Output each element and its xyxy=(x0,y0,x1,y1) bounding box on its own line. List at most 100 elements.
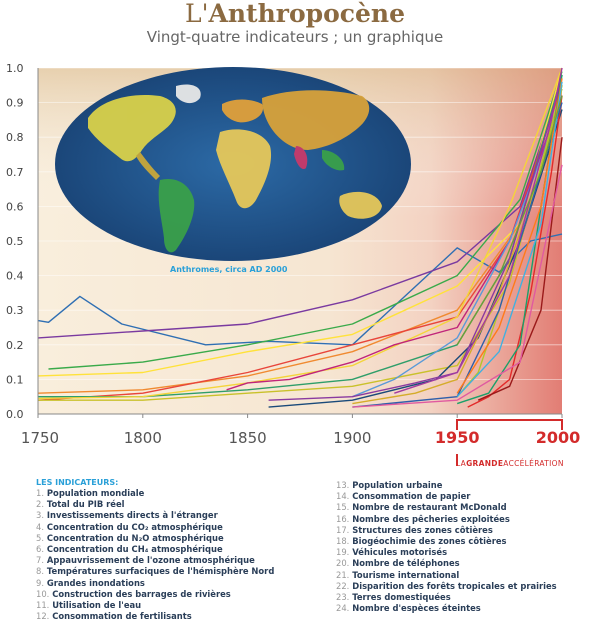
land-australia xyxy=(339,191,382,219)
series-line-21 xyxy=(456,81,563,398)
series-line-19 xyxy=(456,78,563,394)
legend-item-number: 13. xyxy=(336,480,350,490)
legend-item-number: 2. xyxy=(36,499,44,510)
legend-item-number: 9. xyxy=(36,577,44,588)
y-tick-label: 1.0 xyxy=(6,62,24,75)
page-subtitle: Vingt-quatre indicateurs ; un graphique xyxy=(146,28,444,46)
legend-item: 3. Investissements directs à l'étranger xyxy=(36,510,274,521)
legend-item-label: Disparition des forêts tropicales et pra… xyxy=(352,580,557,591)
legend-item: 14. Consommation de papier xyxy=(336,491,557,502)
legend-item-label: Nombre de téléphones xyxy=(352,558,460,569)
legend-column-right: 13. Population urbaine 14. Consommation d… xyxy=(336,480,557,614)
legend-item-number: 16. xyxy=(336,513,350,524)
land-se-asia xyxy=(322,150,345,171)
series-layer xyxy=(37,67,563,408)
legend-item-label: Tourisme international xyxy=(352,569,460,580)
series-line-8 xyxy=(37,67,563,400)
legend-item-label: Véhicules motorisés xyxy=(352,547,448,558)
legend-item: 8. Températures surfaciques de l'hémisph… xyxy=(36,566,274,577)
legend-item-number: 17. xyxy=(336,524,350,535)
legend-item-label: Total du PIB réel xyxy=(46,499,125,510)
legend-item: 15. Nombre de restaurant McDonald xyxy=(336,502,557,513)
land-central-america xyxy=(136,152,160,180)
land-greenland xyxy=(176,84,201,104)
legend-item-number: 15. xyxy=(336,502,350,513)
y-tick-label: 0.1 xyxy=(6,373,24,386)
legend-item: 19. Véhicules motorisés xyxy=(336,547,557,558)
y-tick-label: 0.7 xyxy=(6,166,24,179)
x-tick-label: 1750 xyxy=(21,429,59,447)
series-line-3 xyxy=(48,71,563,370)
legend-item-label: Population mondiale xyxy=(46,488,145,498)
x-tick-label: 1800 xyxy=(124,429,162,447)
y-tick-label: 0.4 xyxy=(6,270,24,283)
legend-item-number: 14. xyxy=(336,491,350,502)
series-line-12 xyxy=(352,102,563,398)
legend-item-label: Structures des zones côtières xyxy=(352,524,493,535)
legend-item-number: 22. xyxy=(336,580,350,591)
legend-item-label: Terres domestiquées xyxy=(352,592,451,603)
legend-item: 6. Concentration du CH₄ atmosphérique xyxy=(36,544,274,555)
series-line-15 xyxy=(467,95,563,408)
chart-svg: Anthromes, circa AD 2000 0.0 0.1 0.2 0.3 0.4… xyxy=(6,62,581,468)
land-asia xyxy=(262,90,370,150)
legend-item-number: 21. xyxy=(336,569,350,580)
legend-item: 9. Grandes inondations xyxy=(36,578,274,589)
legend-item: 7. Appauvrissement de l'ozone atmosphéri… xyxy=(36,555,274,566)
series-line-9 xyxy=(38,88,563,401)
legend-item: 1. Population mondiale xyxy=(36,488,274,499)
legend: LES INDICATEURS: 1. Population mondiale 2… xyxy=(36,478,576,621)
legend-item-label: Population urbaine xyxy=(352,480,443,490)
legend-item: 22. Disparition des forêts tropicales et… xyxy=(336,581,557,592)
bracket-path xyxy=(456,419,563,466)
legend-item-label: Consommation de fertilisants xyxy=(52,611,192,622)
legend-item-number: 20. xyxy=(336,558,350,569)
legend-item-number: 19. xyxy=(336,547,350,558)
legend-item: 16. Nombre des pêcheries exploitées xyxy=(336,514,557,525)
land-north-america xyxy=(88,94,176,162)
legend-item-number: 23. xyxy=(336,592,350,603)
x-axis: 1750 1800 1850 1900 1950 2000 xyxy=(21,413,581,447)
map-land xyxy=(88,84,382,253)
series-line-10 xyxy=(226,95,563,391)
y-tick-label: 0.3 xyxy=(6,304,24,317)
series-line-2 xyxy=(37,81,563,339)
great-acceleration-bracket: LAGRANDEACCÉLÉRATION xyxy=(456,419,563,468)
legend-item-label: Grandes inondations xyxy=(46,577,145,588)
legend-item-label: Investissements directs à l'étranger xyxy=(46,510,218,521)
land-india xyxy=(294,146,308,170)
land-africa xyxy=(216,129,272,209)
x-tick-label: 1950 xyxy=(435,428,480,447)
y-tick-label: 0.5 xyxy=(6,235,24,248)
legend-item: 13. Population urbaine xyxy=(336,480,557,491)
ga-label-part2: GRANDE xyxy=(466,459,503,468)
series-line-20 xyxy=(394,67,563,394)
legend-item-number: 11. xyxy=(36,600,50,611)
x-tick-label: 1850 xyxy=(229,429,267,447)
legend-item-label: Consommation de papier xyxy=(352,491,471,502)
legend-item-number: 6. xyxy=(36,544,44,555)
legend-item: 4. Concentration du CO₂ atmosphérique xyxy=(36,522,274,533)
x-tick-label: 2000 xyxy=(536,428,581,447)
legend-item: 17. Structures des zones côtières xyxy=(336,525,557,536)
y-tick-label: 0.2 xyxy=(6,339,24,352)
legend-item: 21. Tourisme international xyxy=(336,570,557,581)
legend-item-label: Nombre d'espèces éteintes xyxy=(352,603,481,614)
legend-item-label: Concentration du CO₂ atmosphérique xyxy=(46,521,223,532)
legend-item-number: 5. xyxy=(36,532,44,543)
legend-item-label: Nombre de restaurant McDonald xyxy=(352,502,507,513)
legend-item-number: 12. xyxy=(36,611,50,622)
series-line-24 xyxy=(352,164,563,408)
legend-item: 2. Total du PIB réel xyxy=(36,499,274,510)
series-line-23 xyxy=(456,95,563,346)
legend-item: 23. Terres domestiquées xyxy=(336,592,557,603)
legend-item-number: 10. xyxy=(36,588,50,599)
legend-item: 20. Nombre de téléphones xyxy=(336,558,557,569)
legend-item: 11. Utilisation de l'eau xyxy=(36,600,274,611)
legend-item: 12. Consommation de fertilisants xyxy=(36,611,274,622)
legend-item-number: 4. xyxy=(36,521,44,532)
title-main: Anthropocène xyxy=(208,0,405,28)
legend-item-label: Nombre des pêcheries exploitées xyxy=(352,513,510,524)
world-map: Anthromes, circa AD 2000 xyxy=(55,67,411,274)
legend-title: LES INDICATEURS: xyxy=(36,478,119,487)
